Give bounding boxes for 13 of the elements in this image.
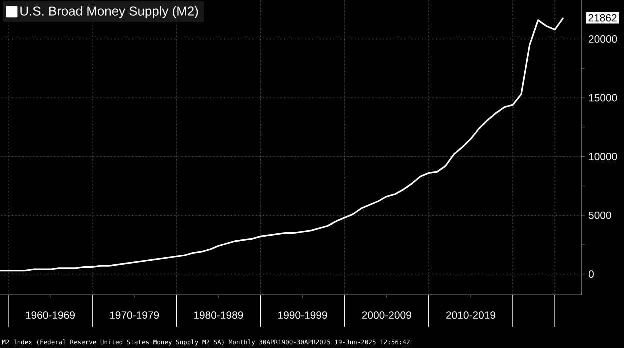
x-tick-label: 1960-1969 xyxy=(26,312,75,320)
text: 21862 xyxy=(588,14,617,22)
y-tick-label: 15000 xyxy=(589,94,618,102)
x-tick-label: 1990-1999 xyxy=(278,312,328,320)
legend-label: U.S. Broad Money Supply (M2) xyxy=(20,6,198,18)
x-tick-label: 2010-2019 xyxy=(446,312,496,320)
y-tick-label: 0 xyxy=(588,270,594,278)
y-tick-label: 10000 xyxy=(589,153,618,160)
y-tick-label: 20000 xyxy=(589,36,618,43)
x-tick-label: 1970-1979 xyxy=(110,312,160,320)
x-tick-label: 1980-1989 xyxy=(194,312,244,320)
y-tick-label: 5000 xyxy=(588,212,612,220)
x-tick-label: 2000-2009 xyxy=(362,312,412,320)
